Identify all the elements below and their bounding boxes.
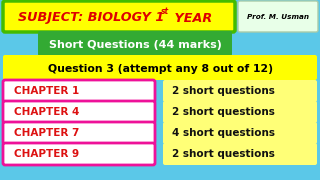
Text: Question 3 (attempt any 8 out of 12): Question 3 (attempt any 8 out of 12) [47, 64, 273, 73]
Text: YEAR: YEAR [170, 12, 212, 24]
FancyBboxPatch shape [163, 143, 317, 165]
FancyBboxPatch shape [3, 1, 235, 32]
Text: SUBJECT: BIOLOGY 1: SUBJECT: BIOLOGY 1 [18, 12, 164, 24]
FancyBboxPatch shape [38, 31, 232, 56]
Text: 4 short questions: 4 short questions [172, 128, 275, 138]
Text: 2 short questions: 2 short questions [172, 86, 275, 96]
Text: Prof. M. Usman: Prof. M. Usman [247, 14, 309, 20]
FancyBboxPatch shape [3, 143, 155, 165]
FancyBboxPatch shape [3, 55, 317, 80]
Text: CHAPTER 7: CHAPTER 7 [14, 128, 79, 138]
FancyBboxPatch shape [3, 80, 155, 102]
Text: CHAPTER 1: CHAPTER 1 [14, 86, 79, 96]
Text: 2 short questions: 2 short questions [172, 107, 275, 117]
Text: CHAPTER 9: CHAPTER 9 [14, 149, 79, 159]
FancyBboxPatch shape [238, 1, 318, 32]
Text: st: st [161, 8, 169, 17]
FancyBboxPatch shape [3, 101, 155, 123]
FancyBboxPatch shape [163, 122, 317, 144]
FancyBboxPatch shape [163, 80, 317, 102]
FancyBboxPatch shape [163, 101, 317, 123]
FancyBboxPatch shape [3, 122, 155, 144]
Text: 2 short questions: 2 short questions [172, 149, 275, 159]
Text: Short Questions (44 marks): Short Questions (44 marks) [49, 39, 221, 50]
Text: CHAPTER 4: CHAPTER 4 [14, 107, 79, 117]
